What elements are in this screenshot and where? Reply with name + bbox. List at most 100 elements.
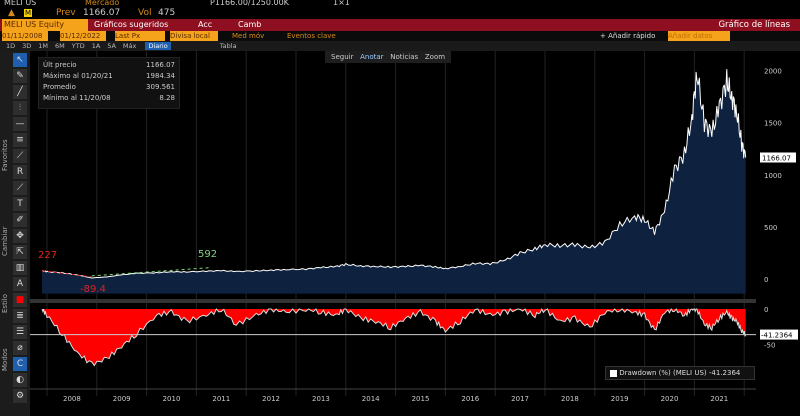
drawdown-last-tag xyxy=(760,329,798,340)
period-3d[interactable]: 3D xyxy=(22,42,32,50)
field-select[interactable]: Last Px xyxy=(115,31,165,41)
drawdown-last-label: -41.2364 xyxy=(761,332,793,340)
y-tick-label: 0 xyxy=(764,276,768,284)
pointer-icon[interactable]: ↖ xyxy=(13,53,27,67)
y-tick-label: 1000 xyxy=(764,172,782,180)
style-icon[interactable]: A xyxy=(13,277,27,291)
header-row-prev: ▲ M Prev 1166.07 Vol 475 xyxy=(0,8,800,18)
currency-select[interactable]: Divisa local xyxy=(170,31,218,41)
x-tick-label: 2009 xyxy=(113,395,131,403)
ticker: MELI US xyxy=(4,0,37,7)
period-5a[interactable]: 5A xyxy=(107,42,116,50)
price-line xyxy=(41,69,747,279)
x-tick-label: 2011 xyxy=(212,395,230,403)
suggested-charts-menu[interactable]: Gráficos sugeridos xyxy=(94,20,169,29)
moving-average-toggle[interactable]: Med móv xyxy=(232,32,265,40)
start-date-field[interactable]: 01/11/2008 xyxy=(2,31,48,41)
period-ytd[interactable]: YTD xyxy=(71,42,85,50)
drawing-toolbar: Favoritos Cambiar Estilo Modos ↖ ✎ ╱ ⫶ —… xyxy=(0,51,30,416)
header-row-top: MELI US Mercado P1166.00/1250.00K 1×1 xyxy=(0,0,800,8)
y-tick-label: 1500 xyxy=(764,120,782,128)
palette-icon[interactable]: ◐ xyxy=(13,373,27,387)
x-tick-label: 2018 xyxy=(561,395,579,403)
hline-icon[interactable]: — xyxy=(13,117,27,131)
market-label: Mercado xyxy=(85,0,120,7)
period-1m[interactable]: 1M xyxy=(38,42,49,50)
trend-line-rise xyxy=(91,267,212,277)
annotation-drop[interactable]: -89.4 xyxy=(80,284,106,295)
end-date-field[interactable]: 01/12/2022 xyxy=(60,31,106,41)
follow-button[interactable]: Seguir xyxy=(331,53,354,61)
prev-value: 1166.07 xyxy=(83,8,121,18)
frequency-select[interactable]: Diario xyxy=(145,42,171,50)
add-data-field[interactable]: Añadir datos xyxy=(668,31,730,41)
period-1d[interactable]: 1D xyxy=(6,42,16,50)
period-1a[interactable]: 1A xyxy=(91,42,101,50)
camb-menu[interactable]: Camb xyxy=(238,20,262,29)
annotate-button[interactable]: Anotar xyxy=(360,53,384,61)
fib-icon[interactable]: ⫶ xyxy=(13,101,27,115)
quick-add-button[interactable]: + Añadir rápido xyxy=(600,32,656,40)
channel-icon[interactable]: ≡ xyxy=(13,133,27,147)
prev-label: Prev xyxy=(56,8,76,18)
drawdown-area xyxy=(42,309,746,366)
legend-min: Mínimo al 11/20/08 8.28 xyxy=(43,94,175,102)
x-tick-label: 2014 xyxy=(362,395,380,403)
title-bar: MELI US Equity Gráficos sugeridos Acc Ca… xyxy=(0,19,800,31)
x-tick-label: 2016 xyxy=(461,395,479,403)
x-tick-label: 2017 xyxy=(511,395,529,403)
text-icon[interactable]: T xyxy=(13,197,27,211)
annotation-rise[interactable]: 592 xyxy=(198,249,218,260)
legend-swatch-icon xyxy=(610,369,617,377)
period-max[interactable]: Máx xyxy=(122,42,137,50)
annotation-peak[interactable]: 227 xyxy=(38,250,58,261)
ray-icon[interactable]: ⟋ xyxy=(13,149,27,163)
annotation-icon[interactable]: ⇱ xyxy=(13,245,27,259)
zoom-button[interactable]: Zoom xyxy=(424,53,446,61)
key-events-toggle[interactable]: Eventos clave xyxy=(287,32,336,40)
price-legend: Últ precio 1166.07 Máximo al 01/20/21 1984… xyxy=(38,57,180,109)
drawdown-legend: Drawdown (%) (MELI US) -41.2364 xyxy=(605,366,755,380)
y-tick-label: -50 xyxy=(764,342,775,350)
line-style-icon[interactable]: ☰ xyxy=(13,325,27,339)
security-field[interactable]: MELI US Equity xyxy=(2,19,88,31)
period-6m[interactable]: 6M xyxy=(55,42,65,50)
chart-button-bar: Seguir Anotar Noticias Zoom xyxy=(325,51,452,63)
settings-icon[interactable]: ⚙ xyxy=(13,389,27,403)
drawdown-legend-text: Drawdown (%) (MELI US) -41.2364 xyxy=(619,369,741,377)
measure-icon[interactable]: ⟋ xyxy=(13,181,27,195)
period-row: 1D 3D 1M 6M YTD 1A 5A Máx Diario Tabla xyxy=(0,41,800,51)
acc-menu[interactable]: Acc xyxy=(198,20,213,29)
trash-icon[interactable]: ▥ xyxy=(13,261,27,275)
pen-icon[interactable]: ✎ xyxy=(13,69,27,83)
brush-icon[interactable]: ✐ xyxy=(13,213,27,227)
y-tick-label: 0 xyxy=(764,306,768,314)
news-button[interactable]: Noticias xyxy=(390,53,419,61)
x-tick-label: 2015 xyxy=(412,395,430,403)
x-tick-label: 2019 xyxy=(611,395,629,403)
table-button[interactable]: Tabla xyxy=(219,42,237,50)
mode-icon[interactable]: C xyxy=(13,357,27,371)
market-logo-icon: M xyxy=(24,9,32,17)
legend-last-price: Últ precio 1166.07 xyxy=(43,61,175,69)
vol-value: 475 xyxy=(158,8,176,18)
x-tick-label: 2021 xyxy=(710,395,728,403)
vol-label: Vol xyxy=(138,8,152,18)
line-width-icon[interactable]: ≣ xyxy=(13,309,27,323)
color-icon[interactable]: ■ xyxy=(13,293,27,307)
x-tick-label: 2020 xyxy=(661,395,679,403)
date-row: 01/11/2008 01/12/2022 Last Px Divisa loc… xyxy=(0,31,800,41)
panel-separator xyxy=(30,299,756,303)
y-tick-label: 2000 xyxy=(764,68,782,76)
size: 1×1 xyxy=(333,0,350,7)
r-icon[interactable]: R xyxy=(13,165,27,179)
line-icon[interactable]: ╱ xyxy=(13,85,27,99)
eraser-icon[interactable]: ⌀ xyxy=(13,341,27,355)
x-tick-label: 2010 xyxy=(163,395,181,403)
legend-average: Promedio 309.561 xyxy=(43,83,175,91)
move-icon[interactable]: ✥ xyxy=(13,229,27,243)
x-tick-label: 2008 xyxy=(63,395,81,403)
drawdown-line xyxy=(41,307,747,367)
last-price-tag xyxy=(760,152,796,163)
trend-line-drop xyxy=(41,270,92,278)
